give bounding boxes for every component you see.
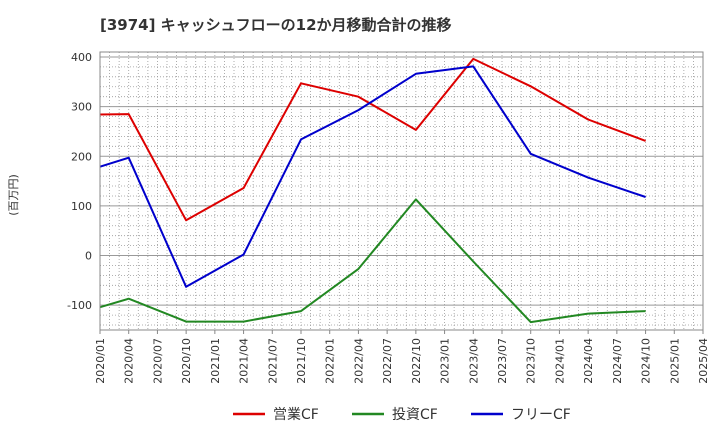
y-axis-ticks: 400 300 200 100 0 -100 bbox=[67, 51, 92, 312]
y-tick-label: 100 bbox=[71, 200, 92, 213]
vertical-gridlines bbox=[109, 52, 694, 330]
series-lines bbox=[99, 57, 646, 324]
legend-label: 投資CF bbox=[392, 407, 438, 423]
x-tick-label: 2020/01 bbox=[94, 338, 107, 384]
x-tick-label: 2025/04 bbox=[697, 338, 710, 384]
x-tick-label: 2020/10 bbox=[180, 338, 193, 384]
series-line-0 bbox=[99, 57, 646, 222]
series-line-1 bbox=[99, 198, 646, 324]
x-tick-label: 2021/10 bbox=[295, 338, 308, 384]
x-tick-label: 2021/07 bbox=[266, 338, 279, 384]
horizontal-gridlines bbox=[100, 56, 703, 326]
legend: 営業CF 投資CF フリーCF bbox=[233, 407, 571, 423]
x-tick-label: 2021/04 bbox=[238, 338, 251, 384]
y-tick-label: 400 bbox=[71, 51, 92, 64]
x-tick-label: 2022/10 bbox=[410, 338, 423, 384]
chart-title: [3974] キャッシュフローの12か月移動合計の推移 bbox=[100, 16, 452, 34]
x-tick-label: 2023/10 bbox=[525, 338, 538, 384]
x-tick-label: 2023/04 bbox=[467, 338, 480, 384]
x-tick-label: 2023/01 bbox=[439, 338, 452, 384]
legend-label: フリーCF bbox=[511, 407, 571, 423]
x-tick-label: 2025/01 bbox=[668, 338, 681, 384]
x-tick-label: 2021/01 bbox=[209, 338, 222, 384]
x-tick-label: 2024/07 bbox=[611, 338, 624, 384]
legend-label: 営業CF bbox=[273, 407, 319, 423]
x-tick-label: 2022/07 bbox=[381, 338, 394, 384]
x-tick-label: 2022/01 bbox=[324, 338, 337, 384]
y-tick-label: -100 bbox=[67, 299, 92, 312]
x-tick-label: 2020/04 bbox=[123, 338, 136, 384]
plot-frame bbox=[99, 51, 704, 331]
x-tick-label: 2020/07 bbox=[151, 338, 164, 384]
x-tick-label: 2023/07 bbox=[496, 338, 509, 384]
x-tick-label: 2022/04 bbox=[352, 338, 365, 384]
y-tick-label: 200 bbox=[71, 150, 92, 163]
series-line-2 bbox=[99, 65, 646, 288]
y-axis-label: (百万円) bbox=[7, 174, 20, 216]
x-tick-label: 2024/04 bbox=[582, 338, 595, 384]
x-tick-label: 2024/10 bbox=[640, 338, 653, 384]
y-tick-label: 300 bbox=[71, 101, 92, 114]
y-tick-label: 0 bbox=[85, 250, 92, 263]
x-tick-label: 2024/01 bbox=[553, 338, 566, 384]
x-axis-ticks: 2020/01 2020/04 2020/07 2020/10 2021/01 2021/… bbox=[94, 330, 710, 384]
